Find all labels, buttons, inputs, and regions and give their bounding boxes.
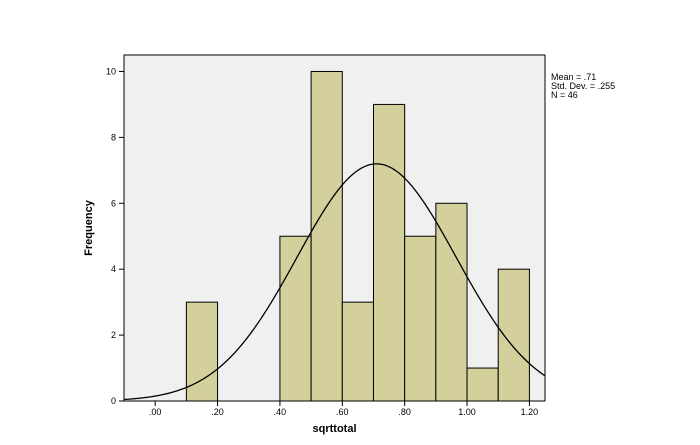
bars-group	[185, 70, 530, 402]
normal-curve	[123, 163, 546, 401]
histogram-bar	[341, 301, 374, 402]
x-tick-label: 1.00	[458, 407, 476, 417]
y-tick-label: 6	[111, 198, 116, 208]
histogram-bar	[466, 367, 499, 402]
x-tick-label: .00	[149, 407, 162, 417]
y-tick-label: 10	[106, 66, 116, 76]
y-tick-label: 2	[111, 330, 116, 340]
histogram-bar	[310, 70, 343, 402]
x-tick-label: .80	[398, 407, 411, 417]
y-axis: 0 2 4 6 8 10	[106, 66, 124, 406]
histogram-bar	[185, 301, 219, 402]
histogram-bar	[435, 202, 468, 402]
stats-n: N = 46	[551, 90, 578, 100]
x-tick-label: .60	[336, 407, 349, 417]
histogram-bar	[279, 235, 312, 402]
histogram-bar	[372, 103, 406, 402]
x-axis: .00 .20 .40 .60 .80 1.00 1.20	[149, 401, 538, 417]
y-tick-label: 0	[111, 396, 116, 406]
y-tick-label: 8	[111, 132, 116, 142]
stats-legend: Mean = .71 Std. Dev. = .255 N = 46	[551, 72, 615, 100]
stats-mean: Mean = .71	[551, 72, 596, 82]
stats-std-dev: Std. Dev. = .255	[551, 81, 615, 91]
y-axis-title: Frequency	[83, 199, 95, 256]
x-tick-label: 1.20	[521, 407, 539, 417]
x-tick-label: .20	[211, 407, 224, 417]
histogram-bar	[497, 268, 530, 402]
x-tick-label: .40	[274, 407, 287, 417]
histogram-bar	[404, 235, 437, 402]
y-tick-label: 4	[111, 264, 116, 274]
x-axis-title: sqrttotal	[313, 423, 357, 435]
